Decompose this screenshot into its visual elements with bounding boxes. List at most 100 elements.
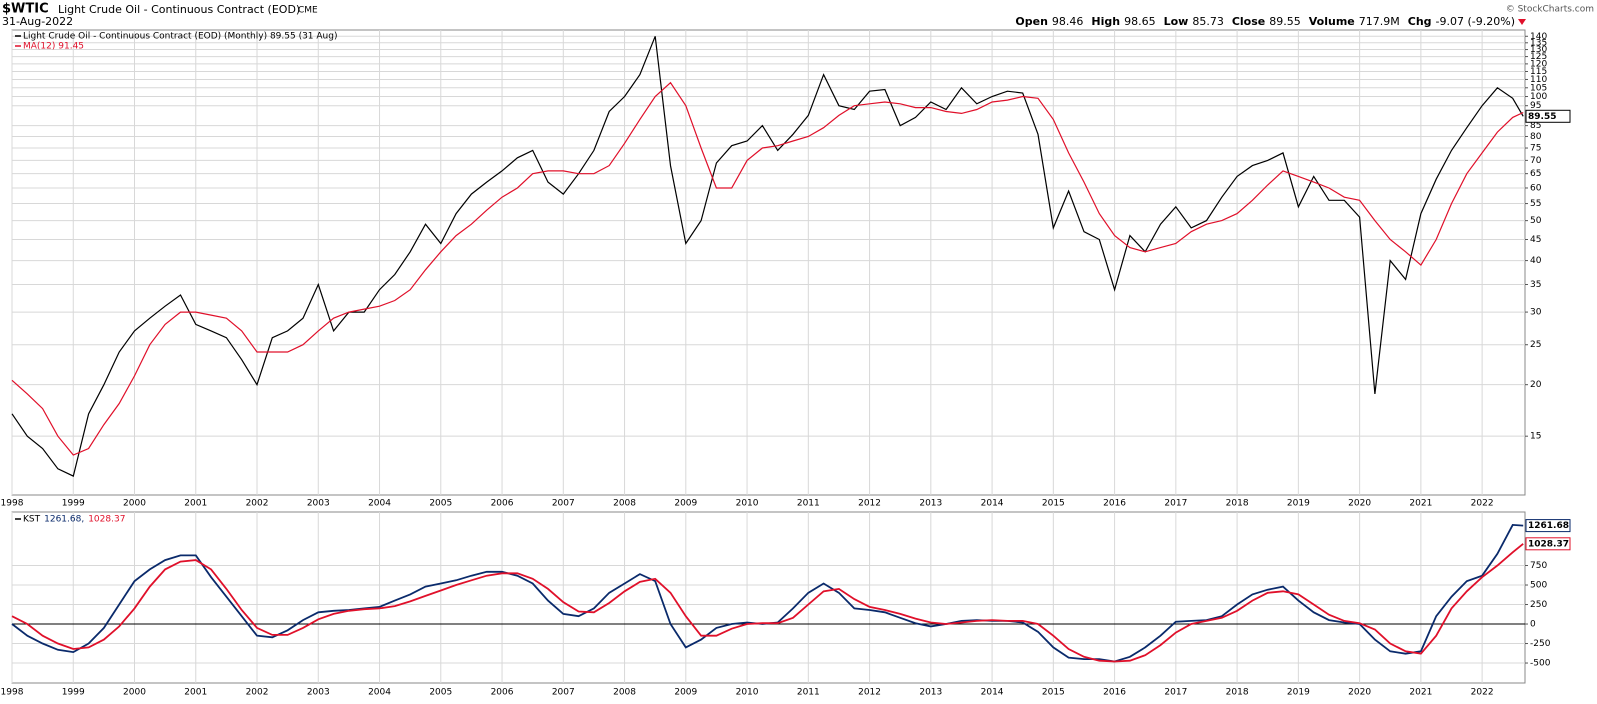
x-tick-label: 2018 bbox=[1226, 688, 1249, 698]
y-tick-label: 25 bbox=[1530, 340, 1541, 350]
y-tick-label: 20 bbox=[1530, 380, 1542, 390]
series-line bbox=[11, 81, 1524, 456]
quote-value: 717.9M bbox=[1359, 15, 1400, 28]
x-tick-label: 2007 bbox=[552, 688, 575, 698]
copyright: © StockCharts.com bbox=[1506, 5, 1594, 15]
x-tick-label: 2013 bbox=[919, 499, 942, 509]
y-tick-label: 110 bbox=[1530, 75, 1547, 85]
x-tick-label: 2017 bbox=[1164, 499, 1187, 509]
quote-value: 98.65 bbox=[1124, 15, 1156, 28]
x-tick-label: 2008 bbox=[613, 499, 636, 509]
x-tick-label: 2005 bbox=[429, 688, 452, 698]
instrument-name: Light Crude Oil - Continuous Contract (E… bbox=[58, 3, 300, 16]
series-line bbox=[11, 36, 1524, 477]
y-tick-label: 100 bbox=[1530, 92, 1547, 102]
x-tick-label: 2021 bbox=[1409, 688, 1432, 698]
x-tick-label: 2009 bbox=[674, 688, 697, 698]
y-tick-label: 80 bbox=[1530, 132, 1542, 142]
x-tick-label: 2015 bbox=[1042, 688, 1065, 698]
x-tick-label: 2012 bbox=[858, 688, 881, 698]
x-tick-label: 2007 bbox=[552, 499, 575, 509]
x-tick-label: 2010 bbox=[736, 688, 759, 698]
x-tick-label: 2014 bbox=[981, 688, 1004, 698]
last-value-box bbox=[1525, 519, 1571, 533]
quote-key: Close bbox=[1232, 15, 1265, 28]
x-tick-label: 2012 bbox=[858, 499, 881, 509]
y-tick-label: 140 bbox=[1530, 32, 1547, 42]
x-tick-label: 2019 bbox=[1287, 499, 1310, 509]
x-tick-label: 2019 bbox=[1287, 688, 1310, 698]
y-tick-label: 50 bbox=[1530, 216, 1542, 226]
panel bbox=[11, 511, 1526, 684]
x-tick-label: 2022 bbox=[1471, 499, 1494, 509]
quote-key: Low bbox=[1164, 15, 1189, 28]
panel bbox=[11, 29, 1526, 496]
x-tick-label: 2002 bbox=[246, 499, 269, 509]
quote-value: 89.55 bbox=[1269, 15, 1301, 28]
x-tick-label: 2017 bbox=[1164, 688, 1187, 698]
quote-value: 98.46 bbox=[1052, 15, 1084, 28]
y-tick-label: 45 bbox=[1530, 235, 1541, 245]
legend-title: KST bbox=[23, 515, 41, 525]
x-tick-label: 2010 bbox=[736, 499, 759, 509]
x-tick-label: 2014 bbox=[981, 499, 1004, 509]
x-tick-label: 2001 bbox=[184, 688, 207, 698]
y-tick-label: 35 bbox=[1530, 280, 1541, 290]
last-value-label: 89.55 bbox=[1528, 112, 1556, 122]
last-value-label: 1261.68 bbox=[1528, 521, 1569, 531]
x-tick-label: 1999 bbox=[62, 688, 85, 698]
x-tick-label: 2020 bbox=[1348, 688, 1371, 698]
x-tick-label: 2004 bbox=[368, 499, 391, 509]
y-tick-label: 55 bbox=[1530, 199, 1541, 209]
x-tick-label: 2020 bbox=[1348, 499, 1371, 509]
y-tick-label: 250 bbox=[1530, 600, 1547, 610]
y-tick-label: 40 bbox=[1530, 256, 1542, 266]
y-tick-label: 30 bbox=[1530, 308, 1542, 318]
y-tick-label: -500 bbox=[1530, 659, 1551, 669]
quote-key: Volume bbox=[1309, 15, 1355, 28]
quote-value: 85.73 bbox=[1192, 15, 1224, 28]
x-tick-label: 2018 bbox=[1226, 499, 1249, 509]
y-tick-label: 0 bbox=[1530, 620, 1536, 630]
y-tick-label: 135 bbox=[1530, 38, 1547, 48]
y-tick-label: 15 bbox=[1530, 432, 1541, 442]
last-value-box bbox=[1525, 109, 1571, 123]
y-tick-label: 130 bbox=[1530, 45, 1547, 55]
quote: -9.07 (-9.20%) Chg 717.9M Volume 89.55 Close 8… bbox=[1015, 15, 1515, 28]
x-tick-label: 2011 bbox=[797, 688, 820, 698]
x-tick-label: 1999 bbox=[62, 499, 85, 509]
legend-label: 1261.68, bbox=[44, 515, 84, 525]
series-line bbox=[11, 543, 1524, 663]
y-tick-label: 85 bbox=[1530, 121, 1541, 131]
x-tick-label: 2006 bbox=[491, 499, 514, 509]
quote-key: Open bbox=[1015, 15, 1048, 28]
x-tick-label: 2001 bbox=[184, 499, 207, 509]
exchange: CME bbox=[298, 6, 318, 16]
x-tick-label: 2008 bbox=[613, 688, 636, 698]
y-tick-label: -250 bbox=[1530, 639, 1551, 649]
y-tick-label: 125 bbox=[1530, 52, 1547, 62]
last-value-label: 1028.37 bbox=[1528, 539, 1569, 549]
down-arrow bbox=[1518, 19, 1526, 25]
y-tick-label: 115 bbox=[1530, 67, 1547, 77]
quote-key: Chg bbox=[1408, 15, 1432, 28]
x-tick-label: 2013 bbox=[919, 688, 942, 698]
x-tick-label: 2000 bbox=[123, 499, 146, 509]
date: 31-Aug-2022 bbox=[2, 15, 73, 28]
x-tick-label: 2016 bbox=[1103, 688, 1126, 698]
symbol: $WTIC bbox=[2, 2, 49, 17]
y-tick-label: 500 bbox=[1530, 581, 1547, 591]
y-tick-label: 120 bbox=[1530, 59, 1547, 69]
quote-key: High bbox=[1091, 15, 1120, 28]
x-tick-label: 2005 bbox=[429, 499, 452, 509]
y-tick-label: 75 bbox=[1530, 144, 1541, 154]
x-tick-label: 2011 bbox=[797, 499, 820, 509]
x-tick-label: 2009 bbox=[674, 499, 697, 509]
x-tick-label: 2015 bbox=[1042, 499, 1065, 509]
x-tick-label: 2002 bbox=[246, 688, 269, 698]
y-tick-label: 65 bbox=[1530, 169, 1541, 179]
x-tick-label: 1998 bbox=[1, 499, 24, 509]
x-tick-label: 2022 bbox=[1471, 688, 1494, 698]
x-tick-label: 2006 bbox=[491, 688, 514, 698]
